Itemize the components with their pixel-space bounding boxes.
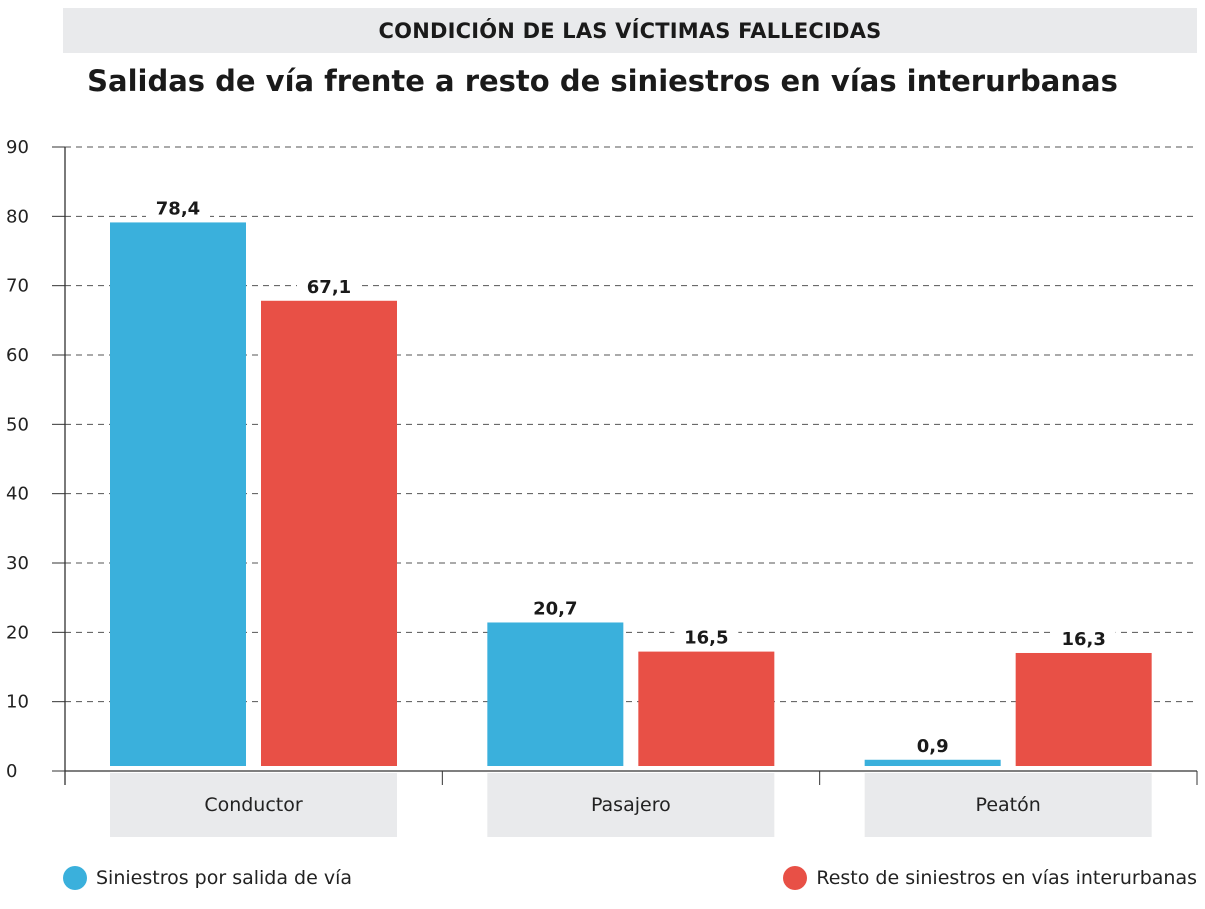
- value-label-bg: [1051, 626, 1116, 649]
- y-tick-label: 50: [6, 414, 29, 435]
- y-tick-label: 20: [6, 622, 29, 643]
- legend-item-series-1: Siniestros por salida de vía: [63, 866, 352, 890]
- bar: [1015, 652, 1152, 766]
- value-label: 16,5: [684, 628, 728, 649]
- value-label-bg: [523, 596, 588, 619]
- category-box: [487, 773, 775, 837]
- value-label: 67,1: [307, 277, 351, 298]
- chart-subtitle: CONDICIÓN DE LAS VÍCTIMAS FALLECIDAS: [378, 18, 882, 43]
- legend-swatch-red: [783, 866, 808, 890]
- y-tick-label: 0: [6, 761, 17, 782]
- category-label: Conductor: [204, 794, 303, 816]
- chart-title: Salidas de vía frente a resto de siniest…: [87, 64, 1118, 98]
- axes: 0 10 20 30 40 50 60 70 80 90: [6, 137, 1198, 785]
- legend-item-series-2: Resto de siniestros en vías interurbanas: [783, 866, 1197, 890]
- bar: [864, 759, 1001, 766]
- bar: [638, 651, 775, 766]
- y-tick-label: 30: [6, 553, 29, 574]
- value-label-bg: [900, 733, 965, 756]
- y-tick-label: 70: [6, 276, 29, 297]
- y-tick-label: 80: [6, 206, 29, 227]
- value-label: 20,7: [533, 598, 577, 619]
- value-label: 78,4: [156, 198, 200, 219]
- bars: [110, 222, 1152, 767]
- legend-swatch-blue: [63, 866, 87, 890]
- legend-label: Siniestros por salida de vía: [96, 867, 352, 889]
- category-box: [110, 773, 397, 837]
- y-tick-label: 60: [6, 345, 29, 366]
- category-label-boxes: Conductor Pasajero Peatón: [110, 773, 1152, 837]
- value-label-bg: [146, 196, 210, 219]
- y-tick-label: 40: [6, 484, 29, 505]
- legend-label: Resto de siniestros en vías interurbanas: [816, 867, 1197, 889]
- bar: [261, 300, 397, 766]
- category-box: [864, 773, 1152, 837]
- bar: [487, 622, 624, 766]
- value-label-bg: [674, 625, 739, 648]
- y-tick-label: 90: [6, 137, 29, 158]
- bar: [110, 222, 246, 767]
- value-label: 16,3: [1061, 629, 1105, 650]
- chart-subtitle-band: CONDICIÓN DE LAS VÍCTIMAS FALLECIDAS: [63, 8, 1197, 53]
- value-label: 0,9: [917, 736, 949, 757]
- category-label: Peatón: [976, 794, 1041, 816]
- value-label-bg: [297, 274, 361, 297]
- value-labels: 78,4 67,1 20,7 16,5 0,9 16,3: [146, 196, 1116, 757]
- gridlines: [65, 146, 1197, 703]
- y-tick-label: 10: [6, 692, 29, 713]
- category-label: Pasajero: [591, 794, 671, 816]
